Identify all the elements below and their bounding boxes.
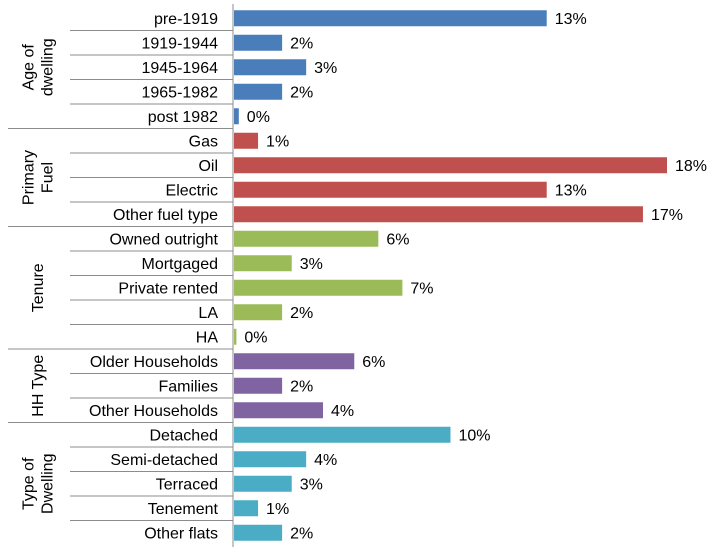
category-label-mortgaged: Mortgaged [142, 256, 219, 273]
group-label-line: HH Type [30, 355, 47, 417]
value-label-private-rented: 7% [410, 280, 433, 297]
bar-oil [234, 157, 667, 174]
value-label-other-households: 4% [331, 403, 354, 420]
category-label-older-households: Older Households [90, 354, 218, 371]
bar-mortgaged [234, 255, 292, 272]
bar-electric [234, 181, 547, 198]
category-label-terraced: Terraced [156, 476, 218, 493]
bar-post-1982 [234, 108, 239, 125]
value-label-terraced: 3% [300, 476, 323, 493]
category-label-post-1982: post 1982 [148, 109, 218, 126]
group-label-line: Primary [21, 150, 38, 205]
value-label-post-1982: 0% [247, 109, 270, 126]
group-label-line: Dwelling [40, 454, 57, 514]
category-label-electric: Electric [166, 182, 218, 199]
category-label-owned-outright: Owned outright [109, 231, 218, 248]
bar-other-flats [234, 524, 283, 541]
category-label-private-rented: Private rented [118, 280, 218, 297]
bar-gas [234, 132, 259, 149]
category-label-other-fuel-type: Other fuel type [113, 207, 218, 224]
value-label-electric: 13% [555, 182, 587, 199]
group-label-hh-type: HH Type [30, 355, 47, 417]
value-label-detached: 10% [459, 427, 491, 444]
bar-1945-1964 [234, 59, 307, 76]
category-label-gas: Gas [189, 133, 218, 150]
category-label-families: Families [158, 378, 218, 395]
value-label-older-households: 6% [362, 354, 385, 371]
bar-ha [234, 328, 237, 345]
bar-la [234, 304, 283, 321]
category-label-ha: HA [196, 329, 219, 346]
group-label-tenure: Tenure [30, 263, 47, 312]
category-label-detached: Detached [150, 427, 219, 444]
value-label-tenement: 1% [266, 501, 289, 518]
bar-detached [234, 426, 451, 443]
category-label-pre-1919: pre-1919 [154, 11, 218, 28]
group-label-line: Tenure [30, 263, 47, 312]
category-label-la: LA [198, 305, 218, 322]
value-label-families: 2% [290, 378, 313, 395]
value-label-oil: 18% [675, 158, 707, 175]
group-label-line: Type of [21, 457, 38, 510]
bar-families [234, 377, 283, 394]
value-label-other-fuel-type: 17% [651, 207, 683, 224]
category-label-1919-1944: 1919-1944 [141, 35, 218, 52]
category-label-oil: Oil [198, 158, 218, 175]
group-label-line: Age of [21, 44, 38, 91]
bar-1919-1944 [234, 34, 283, 51]
category-label-other-flats: Other flats [144, 525, 218, 542]
bar-semi-detached [234, 451, 307, 468]
group-label-line: dwelling [40, 38, 57, 96]
value-label-1919-1944: 2% [290, 35, 313, 52]
category-label-1945-1964: 1945-1964 [141, 60, 218, 77]
value-label-1965-1982: 2% [290, 84, 313, 101]
category-label-1965-1982: 1965-1982 [141, 84, 218, 101]
category-label-semi-detached: Semi-detached [110, 452, 218, 469]
group-label-primary-fuel: Primary Fuel [21, 150, 57, 205]
bar-owned-outright [234, 230, 379, 247]
category-label-tenement: Tenement [148, 501, 219, 518]
value-label-other-flats: 2% [290, 525, 313, 542]
bar-1965-1982 [234, 83, 283, 100]
bar-tenement [234, 500, 259, 517]
value-label-gas: 1% [266, 133, 289, 150]
bar-other-households [234, 402, 324, 419]
bar-private-rented [234, 279, 403, 296]
value-label-ha: 0% [244, 329, 267, 346]
group-label-type-of-dwelling: Type of Dwelling [21, 454, 57, 514]
bar-terraced [234, 475, 292, 492]
value-label-owned-outright: 6% [386, 231, 409, 248]
bar-pre-1919 [234, 10, 547, 27]
value-label-1945-1964: 3% [314, 60, 337, 77]
group-label-line: Fuel [40, 162, 57, 193]
value-label-mortgaged: 3% [300, 256, 323, 273]
category-label-other-households: Other Households [89, 403, 218, 420]
value-label-pre-1919: 13% [555, 11, 587, 28]
group-label-age-of-dwelling: Age of dwelling [21, 38, 57, 96]
value-label-semi-detached: 4% [314, 452, 337, 469]
bar-older-households [234, 353, 355, 370]
value-label-la: 2% [290, 305, 313, 322]
bar-other-fuel-type [234, 206, 643, 223]
